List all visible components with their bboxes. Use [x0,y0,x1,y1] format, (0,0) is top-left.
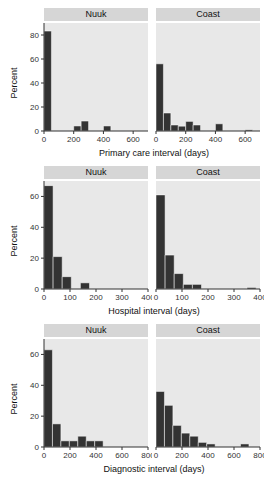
svg-text:200: 200 [67,135,81,144]
svg-text:60: 60 [30,350,39,359]
html-text:Coast: Coast [196,167,220,177]
svg-text:200: 200 [201,293,215,302]
svg-text:400: 400 [97,135,111,144]
svg-text:80: 80 [30,31,39,40]
svg-text:600: 600 [227,451,241,460]
svg-text:0: 0 [42,135,47,144]
svg-text:200: 200 [89,293,103,302]
svg-text:400: 400 [201,451,215,460]
svg-text:40: 40 [30,223,39,232]
svg-text:400: 400 [253,293,264,302]
svg-text:200: 200 [179,135,193,144]
html-text:Coast: Coast [196,9,220,19]
html-text:Coast: Coast [196,325,220,335]
svg-text:0: 0 [42,451,47,460]
svg-text:0: 0 [35,285,40,294]
html-text:Percent: Percent [9,67,19,98]
svg-text:300: 300 [115,293,129,302]
svg-text:300: 300 [227,293,241,302]
svg-text:600: 600 [115,451,129,460]
svg-text:100: 100 [175,293,189,302]
svg-text:800: 800 [253,451,264,460]
svg-text:600: 600 [126,135,140,144]
svg-text:800: 800 [141,451,152,460]
svg-text:60: 60 [30,55,39,64]
html-text:Percent: Percent [9,383,19,414]
svg-text:400: 400 [141,293,152,302]
svg-text:0: 0 [35,127,40,136]
svg-text:200: 200 [175,451,189,460]
svg-text:0: 0 [35,443,40,452]
svg-text:20: 20 [30,103,39,112]
svg-text:0: 0 [154,135,159,144]
svg-text:40: 40 [30,381,39,390]
svg-text:20: 20 [30,254,39,263]
svg-text:400: 400 [209,135,223,144]
svg-text:0: 0 [154,293,159,302]
svg-text:400: 400 [89,451,103,460]
svg-text:200: 200 [63,451,77,460]
html-text:Hospital interval (days): Hospital interval (days) [108,306,200,316]
html-text:Nuuk: Nuuk [85,325,107,335]
html-text:Nuuk: Nuuk [85,167,107,177]
svg-text:100: 100 [63,293,77,302]
svg-text:60: 60 [30,192,39,201]
html-text:Percent: Percent [9,225,19,256]
svg-text:0: 0 [42,293,47,302]
svg-text:0: 0 [154,451,159,460]
html-text:Nuuk: Nuuk [85,9,107,19]
html-text:Primary care interval (days): Primary care interval (days) [99,148,209,158]
svg-text:600: 600 [238,135,252,144]
html-text:Diagnostic interval (days): Diagnostic interval (days) [103,464,205,474]
svg-text:40: 40 [30,79,39,88]
svg-text:20: 20 [30,412,39,421]
